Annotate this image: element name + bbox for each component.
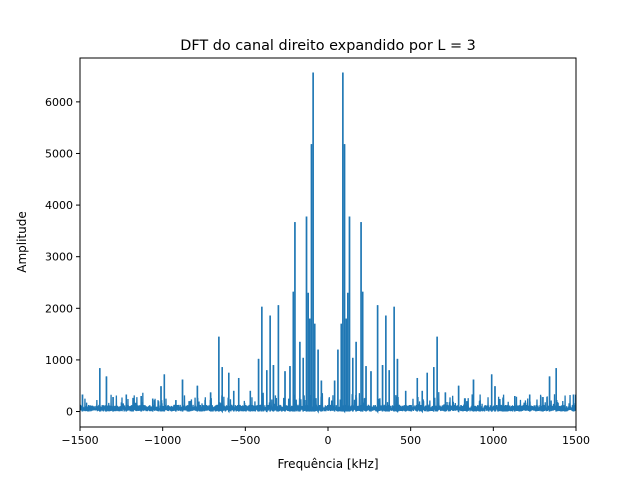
y-tick-label: 2000 (45, 302, 73, 315)
x-tick-label: 0 (325, 434, 332, 447)
y-tick-label: 0 (66, 406, 73, 419)
x-tick-label: −1500 (61, 434, 98, 447)
chart-title: DFT do canal direito expandido por L = 3 (180, 38, 475, 54)
y-tick-label: 5000 (45, 147, 73, 160)
y-tick-label: 6000 (45, 96, 73, 109)
x-tick-label: 1500 (562, 434, 590, 447)
plot-area (80, 72, 576, 414)
y-tick-label: 1000 (45, 354, 73, 367)
y-tick-label: 4000 (45, 199, 73, 212)
x-tick-label: −500 (230, 434, 260, 447)
x-tick-label: −1000 (144, 434, 181, 447)
y-tick-label: 3000 (45, 251, 73, 264)
x-axis-label: Frequência [kHz] (277, 457, 378, 471)
x-tick-label: 500 (400, 434, 421, 447)
y-axis-ticks: 0 1000 2000 3000 4000 5000 6000 (45, 96, 80, 419)
x-tick-label: 1000 (479, 434, 507, 447)
x-axis-ticks: −1500 −1000 −500 0 500 1000 1500 (61, 427, 590, 447)
y-axis-label: Amplitude (15, 211, 29, 273)
